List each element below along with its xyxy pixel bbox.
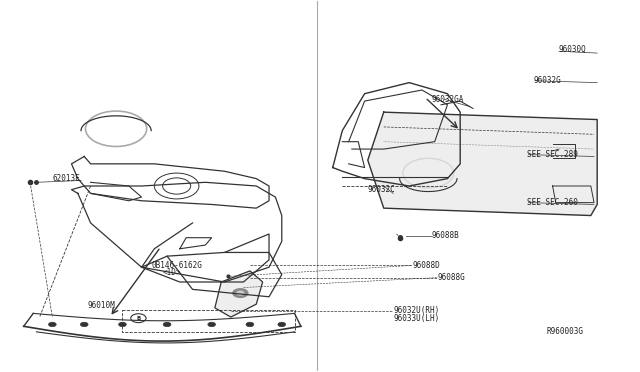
Circle shape [233, 289, 248, 298]
Text: <1D>: <1D> [163, 268, 181, 277]
Text: SEE SEC.260: SEE SEC.260 [527, 198, 578, 207]
Text: SEE SEC.289: SEE SEC.289 [527, 150, 578, 159]
Text: 96030Q: 96030Q [559, 45, 587, 54]
Text: 96088D: 96088D [412, 261, 440, 270]
Circle shape [49, 322, 56, 327]
Text: 96033U(LH): 96033U(LH) [394, 314, 440, 323]
Circle shape [246, 322, 253, 327]
Text: R960003G: R960003G [546, 327, 583, 336]
Polygon shape [215, 271, 262, 317]
Text: 96032C: 96032C [368, 185, 396, 194]
Circle shape [81, 322, 88, 327]
Circle shape [237, 291, 244, 295]
Circle shape [278, 322, 285, 327]
Text: 96032GA: 96032GA [431, 95, 464, 104]
Text: 96010M: 96010M [88, 301, 115, 311]
Text: 96088G: 96088G [438, 273, 466, 282]
Text: 96032G: 96032G [534, 76, 561, 85]
Polygon shape [368, 112, 597, 215]
Text: 0B146-6162G: 0B146-6162G [151, 261, 202, 270]
Circle shape [208, 322, 216, 327]
Text: B: B [136, 316, 141, 321]
Text: 96088B: 96088B [431, 231, 460, 240]
Circle shape [163, 322, 171, 327]
Text: 62013E: 62013E [52, 174, 80, 183]
Circle shape [118, 322, 126, 327]
Text: 96032U(RH): 96032U(RH) [394, 306, 440, 315]
